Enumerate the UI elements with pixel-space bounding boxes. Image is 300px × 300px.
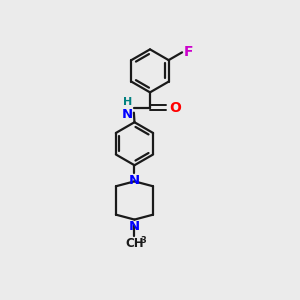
Text: CH: CH bbox=[125, 238, 144, 250]
Text: N: N bbox=[122, 109, 133, 122]
Text: H: H bbox=[123, 97, 132, 107]
Text: F: F bbox=[184, 45, 194, 59]
Text: 3: 3 bbox=[141, 236, 146, 245]
Text: N: N bbox=[129, 174, 140, 187]
Text: O: O bbox=[169, 100, 181, 115]
Text: N: N bbox=[129, 220, 140, 233]
